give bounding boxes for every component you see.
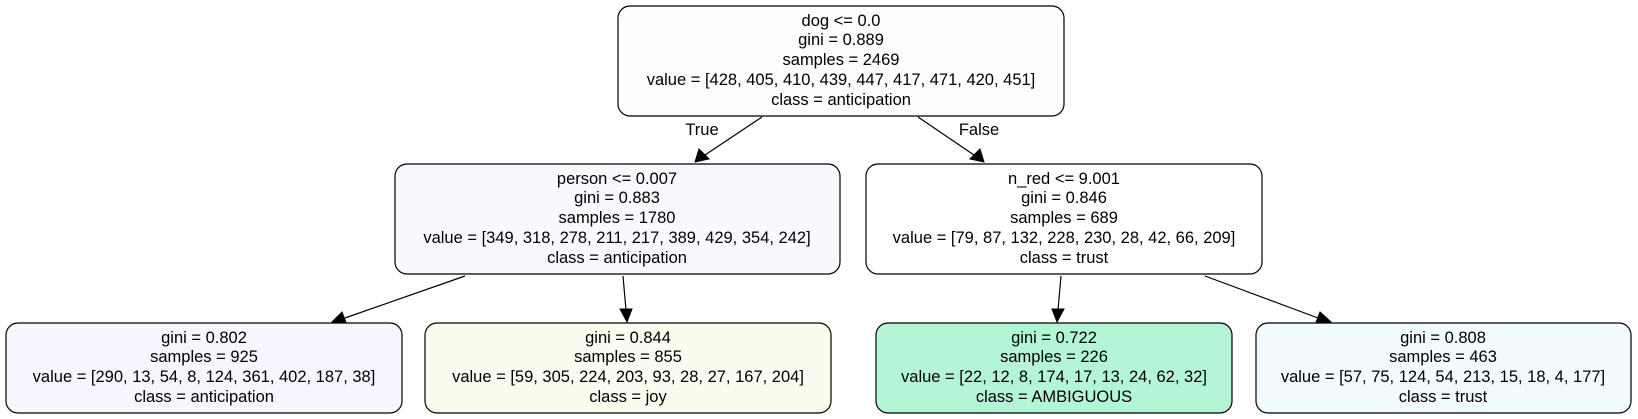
node-samples: samples = 689 (1010, 209, 1118, 227)
edge-line (622, 275, 627, 311)
node-gini: gini = 0.802 (161, 329, 247, 347)
edge-left-leaf1 (330, 275, 466, 326)
edge-line (1057, 275, 1062, 311)
node-box (865, 163, 1263, 275)
arrowhead (694, 148, 711, 163)
edge-root-right: False (917, 116, 999, 163)
node-class: class = anticipation (134, 388, 274, 406)
node-samples: samples = 463 (1389, 348, 1497, 366)
node-gini: gini = 0.846 (1021, 189, 1107, 207)
node-gini: gini = 0.722 (1011, 329, 1097, 347)
edge-label-true: True (685, 121, 718, 139)
tree-node-left: person <= 0.007 gini = 0.883 samples = 1… (394, 163, 841, 275)
node-gini: gini = 0.889 (798, 31, 884, 49)
edge-line (704, 116, 763, 156)
node-gini: gini = 0.883 (574, 189, 660, 207)
edge-right-leaf4 (1204, 275, 1333, 326)
node-box (875, 322, 1233, 414)
node-box (424, 322, 832, 414)
node-class: class = joy (589, 388, 667, 406)
edge-label-false: False (959, 121, 999, 139)
edges: True False (330, 116, 1333, 326)
node-class: class = anticipation (547, 249, 687, 267)
node-value: value = [57, 75, 124, 54, 213, 15, 18, 4… (1281, 368, 1605, 386)
edge-left-leaf2 (619, 275, 633, 324)
tree-leaf-2: gini = 0.844 samples = 855 value = [59, … (424, 322, 832, 414)
tree-node-right: n_red <= 9.001 gini = 0.846 samples = 68… (865, 163, 1263, 275)
tree-leaf-3: gini = 0.722 samples = 226 value = [22, … (875, 322, 1233, 414)
arrowhead (1051, 308, 1065, 324)
node-samples: samples = 855 (574, 348, 682, 366)
node-gini: gini = 0.844 (585, 329, 671, 347)
node-box (5, 322, 403, 414)
edge-root-left: True (685, 116, 763, 163)
node-box (617, 5, 1065, 117)
node-value: value = [290, 13, 54, 8, 124, 361, 402, … (33, 368, 376, 386)
node-box (394, 163, 841, 275)
arrowhead (619, 308, 633, 324)
arrowhead (968, 148, 985, 163)
node-value: value = [22, 12, 8, 174, 17, 13, 24, 62,… (901, 368, 1207, 386)
node-value: value = [59, 305, 224, 203, 93, 28, 27, … (452, 368, 804, 386)
node-value: value = [349, 318, 278, 211, 217, 389, 4… (423, 229, 810, 247)
node-gini: gini = 0.808 (1400, 329, 1486, 347)
tree-node-root: dog <= 0.0 gini = 0.889 samples = 2469 v… (617, 5, 1065, 117)
node-class: class = trust (1020, 249, 1109, 267)
node-class: class = trust (1399, 388, 1488, 406)
node-split-rule: n_red <= 9.001 (1008, 170, 1120, 188)
node-class: class = anticipation (771, 91, 911, 109)
node-samples: samples = 925 (150, 348, 258, 366)
node-samples: samples = 1780 (559, 209, 676, 227)
node-class: class = AMBIGUOUS (976, 388, 1132, 406)
edge-right-leaf3 (1051, 275, 1065, 324)
node-value: value = [79, 87, 132, 228, 230, 28, 42, … (893, 229, 1236, 247)
node-split-rule: dog <= 0.0 (802, 12, 881, 30)
tree-leaf-1: gini = 0.802 samples = 925 value = [290,… (5, 322, 403, 414)
tree-leaf-4: gini = 0.808 samples = 463 value = [57, … (1255, 322, 1632, 414)
node-samples: samples = 2469 (783, 51, 900, 69)
node-box (1255, 322, 1632, 414)
node-value: value = [428, 405, 410, 439, 447, 417, 4… (647, 71, 1036, 89)
edge-line (917, 116, 975, 156)
edge-line (1204, 275, 1319, 319)
node-samples: samples = 226 (1000, 348, 1108, 366)
node-split-rule: person <= 0.007 (557, 170, 677, 188)
edge-line (344, 275, 466, 319)
